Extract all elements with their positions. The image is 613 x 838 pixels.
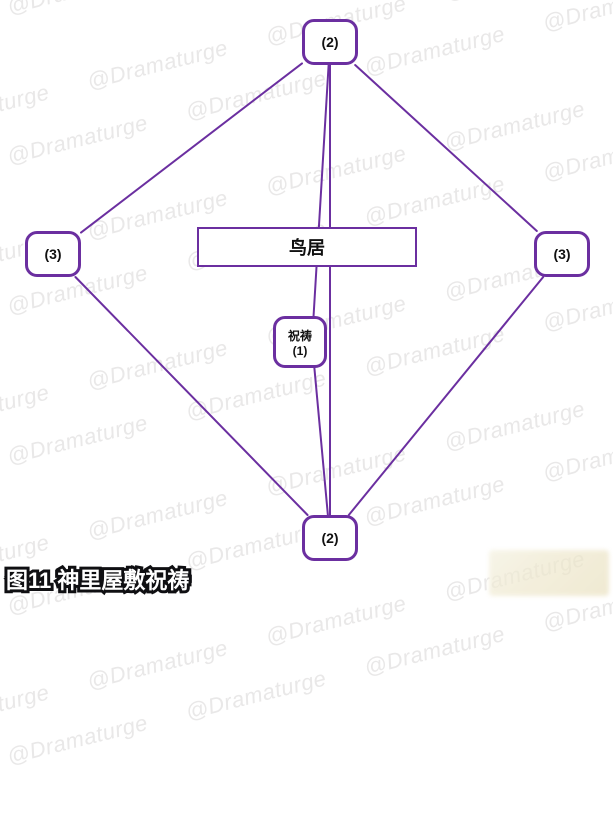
node-bottom: (2) (302, 515, 358, 561)
node-center: 祝祷 (1) (273, 316, 327, 368)
diagram-canvas: @Dramaturge@Dramaturge@Dramaturge@Dramat… (0, 0, 613, 602)
node-right: (3) (534, 231, 590, 277)
blur-patch (489, 550, 609, 596)
node-center-label1: 祝祷 (288, 327, 312, 344)
node-right-label: (3) (553, 246, 570, 262)
node-center-label2: (1) (293, 344, 308, 358)
torii-box: 鸟居 (197, 227, 417, 267)
figure-caption: 图11 神里屋敷祝祷 图11 神里屋敷祝祷 (0, 560, 199, 598)
node-top-label: (2) (321, 34, 338, 50)
caption-fill: 图11 神里屋敷祝祷 (6, 568, 189, 593)
node-top: (2) (302, 19, 358, 65)
edge-layer (0, 0, 613, 602)
torii-label: 鸟居 (289, 234, 325, 260)
node-left-label: (3) (44, 246, 61, 262)
node-left: (3) (25, 231, 81, 277)
node-bottom-label: (2) (321, 530, 338, 546)
